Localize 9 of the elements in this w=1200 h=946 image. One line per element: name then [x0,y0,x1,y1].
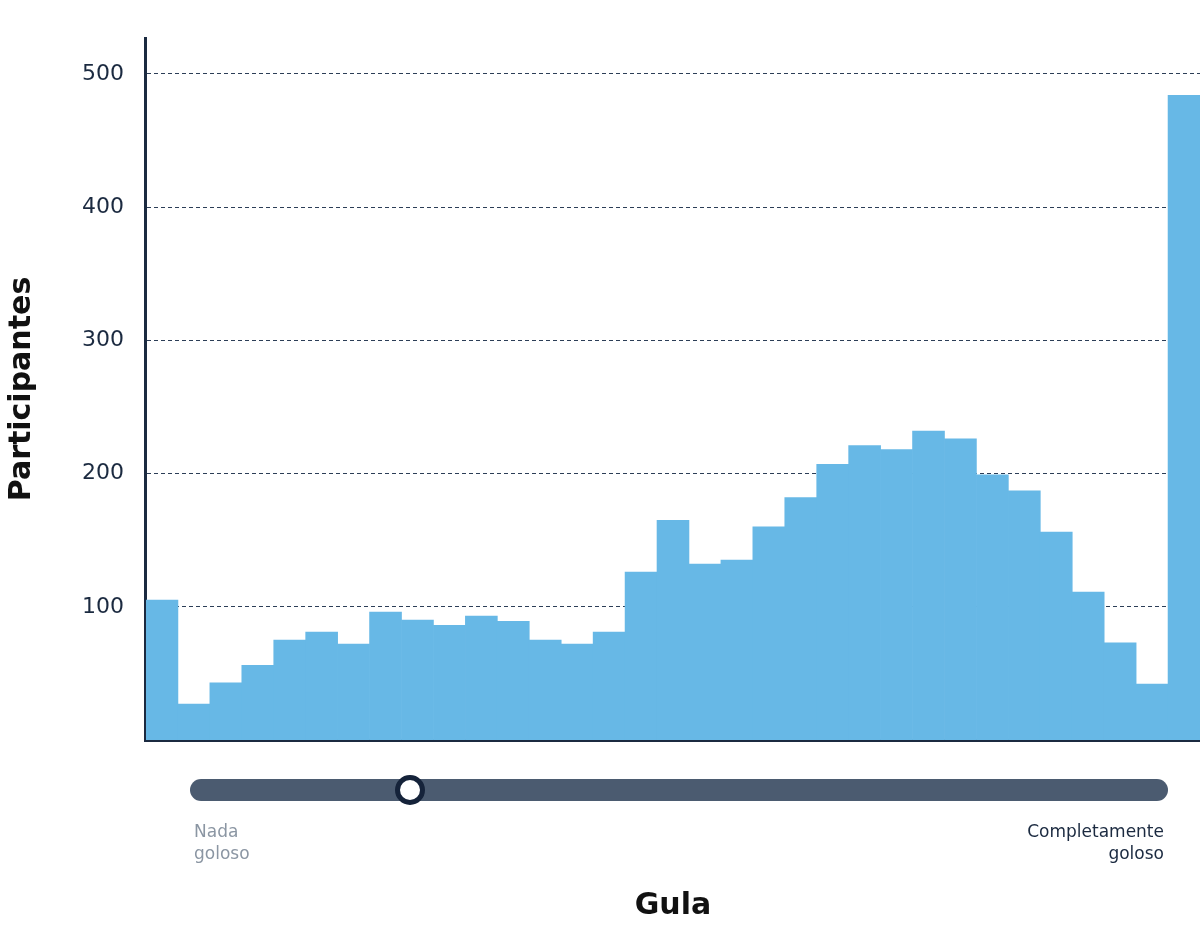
y-axis-title: Participantes [1,276,37,502]
text: Nada goloso [194,820,251,864]
y-tick-label: 300 [81,326,124,352]
y-tick-label: 500 [81,59,124,85]
y-tick-label: 200 [81,459,124,485]
y-tick-label: 400 [81,192,124,218]
text: Completamente goloso [1026,820,1164,864]
x-axis-title: Gula [634,885,712,921]
y-tick-label: 100 [81,592,124,618]
